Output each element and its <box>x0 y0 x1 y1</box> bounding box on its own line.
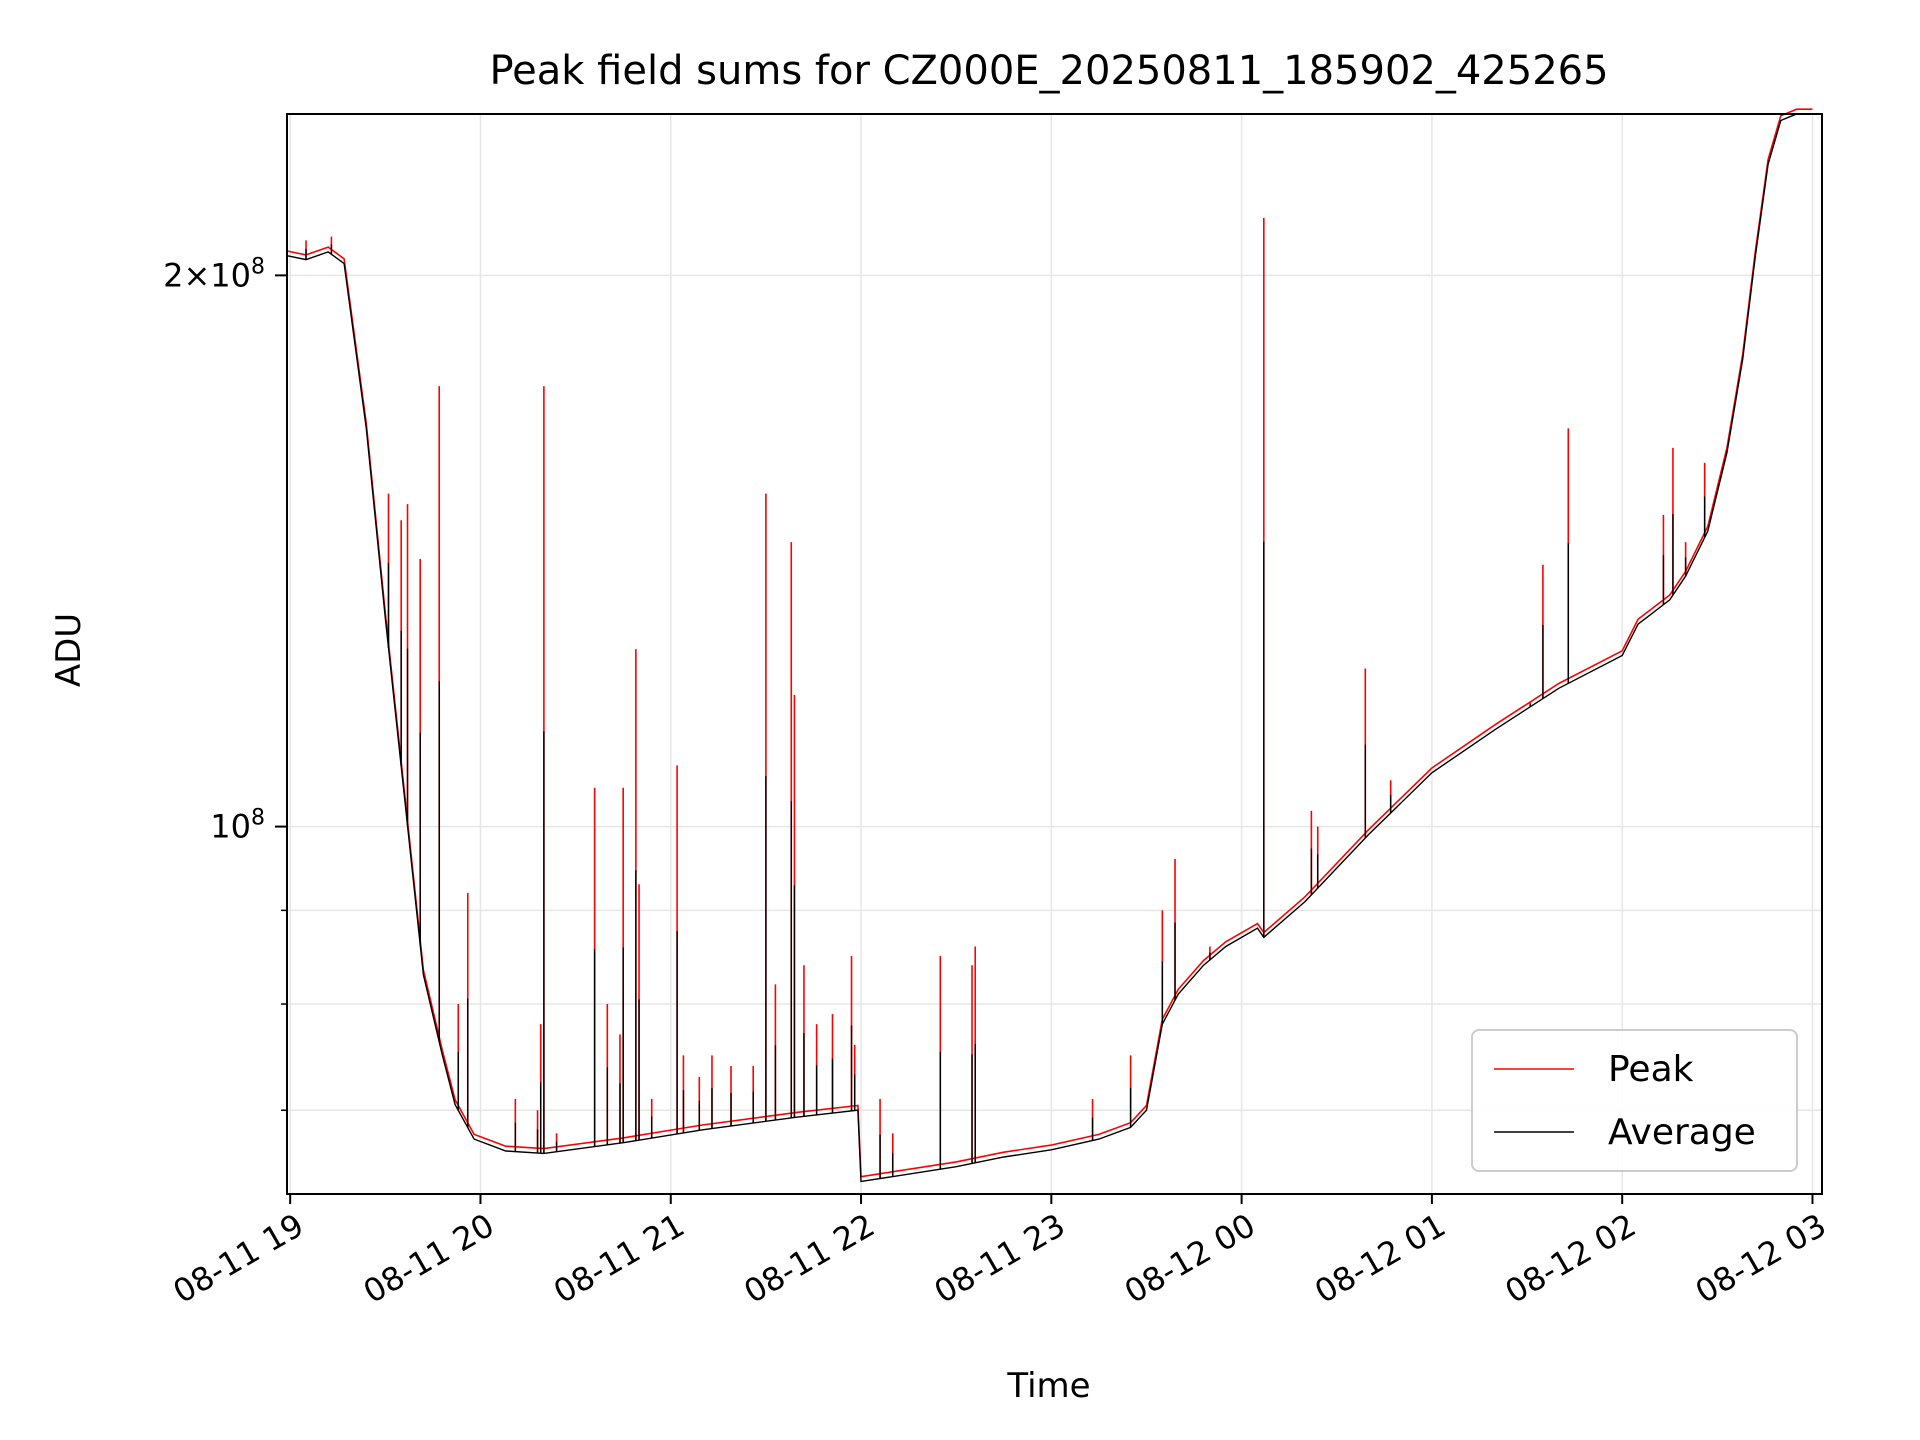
plot-frame <box>286 113 1823 1195</box>
grid <box>287 114 1822 1194</box>
x-axis-label: Time <box>1006 1366 1090 1406</box>
y-tick-label: 2×108 <box>163 254 265 294</box>
y-axis-label: ADU <box>49 613 89 687</box>
y-tick-label: 108 <box>210 806 265 846</box>
legend: Peak Average <box>1471 1029 1798 1172</box>
series-layer <box>286 108 1813 1183</box>
legend-label-peak: Peak <box>1608 1049 1694 1090</box>
chart-title: Peak field sums for CZ000E_20250811_1859… <box>489 48 1608 94</box>
series-line-peak <box>286 108 1813 1178</box>
series-line-average <box>286 113 1813 1183</box>
legend-label-average: Average <box>1608 1112 1756 1153</box>
legend-box <box>1471 1029 1798 1172</box>
y-axis-ticks: 2×108 108 <box>163 254 287 1111</box>
